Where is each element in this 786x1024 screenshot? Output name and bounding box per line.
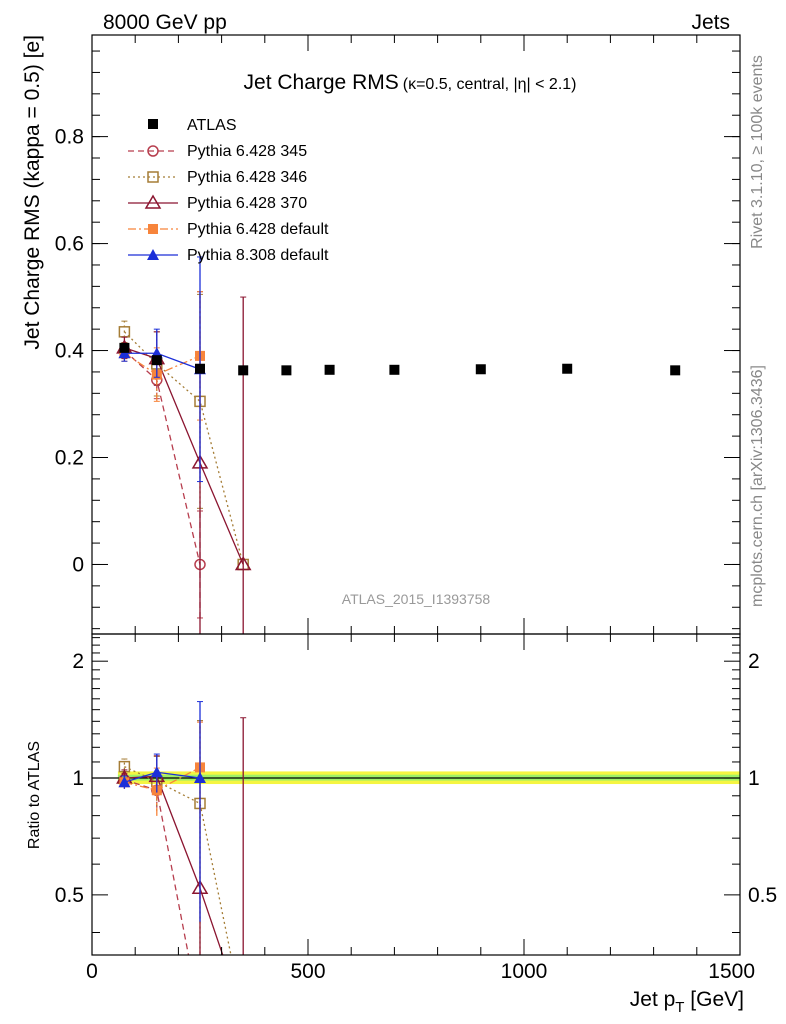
legend: ATLAS Pythia 6.428 345 Pythia 6.428 346 Pyt… [128,117,329,264]
series-point-2 [234,555,252,571]
ratio-point-4 [150,766,163,778]
atlas-point [562,363,573,374]
ratio-ytick-label-right: 0.5 [748,884,777,907]
legend-label-3: Pythia 6.428 default [187,221,329,238]
atlas-point [151,355,162,366]
main-subtitle: (κ=0.5, central, |η| < 2.1) [403,76,577,93]
main-title-group: Jet Charge RMS (κ=0.5, central, |η| < 2.1… [244,71,577,94]
legend-marker-3 [148,224,158,234]
ratio-ytick-label: 0.5 [55,884,84,907]
legend-marker-1 [147,171,159,183]
main-ylabel: Jet Charge RMS (kappa = 0.5) [e] [21,35,44,350]
atlas-point [119,342,130,353]
atlas-point [281,365,292,376]
ratio-xlabel: Jet pT [GeV] [630,988,744,1016]
ratio-xtick-label: 1000 [501,960,548,983]
ratio-ytick-label-right: 2 [748,650,760,673]
ratio-frame [91,633,741,956]
ratio-point-4 [194,772,206,784]
legend-label-1: Pythia 6.428 346 [187,169,307,186]
ratio-ytick-label: 2 [72,650,84,673]
legend-marker-0 [147,145,159,157]
atlas-point [195,363,205,374]
rivet-label: Rivet 3.1.10, ≥ 100k events [749,55,766,249]
series-line-0 [123,350,201,565]
atlas-point [475,364,486,375]
header-left: 8000 GeV pp [103,11,227,34]
ratio-xtick-label: 1500 [708,960,755,983]
atlas-point [324,364,335,375]
mcplots-label: mcplots.cern.ch [arXiv:1306.3436] [749,365,766,607]
legend-label-4: Pythia 8.308 default [187,247,329,264]
ratio-ylabel: Ratio to ATLAS [26,741,43,849]
atlas-point [389,364,400,375]
analysis-watermark: ATLAS_2015_I1393758 [342,591,491,607]
main-data [116,256,681,634]
legend-marker-4 [147,249,159,260]
series-line-2 [124,347,244,565]
main-ytick-label: 0.6 [55,233,84,256]
main-title: Jet Charge RMS [244,71,399,94]
main-ytick-label: 0.8 [55,126,84,149]
main-plot: 0 0.2 0.4 0.6 0.8 [55,34,741,635]
ratio-data [92,701,740,955]
ratio-line-0 [124,779,190,955]
ratio-line-2 [124,775,224,955]
atlas-point [670,365,681,376]
ratio-ytick-label: 1 [72,767,84,790]
legend-label-2: Pythia 6.428 370 [187,195,307,212]
ratio-xtick-label: 0 [86,960,98,983]
ratio-plot: 0.5 0.5 1 1 2 2 0 500 1000 1500 [55,633,777,983]
main-ytick-label: 0.4 [55,340,85,363]
ratio-ytick-label-right: 1 [748,767,760,790]
series-point-1 [118,326,131,338]
ratio-xtick-label: 500 [290,960,325,983]
ratio-point-4 [118,776,131,788]
ratio-line-1 [124,766,232,955]
header-right: Jets [691,11,730,34]
legend-label-atlas: ATLAS [187,117,237,134]
legend-marker-atlas [148,119,158,129]
legend-label-0: Pythia 6.428 345 [187,143,307,160]
legend-marker-2 [144,194,162,209]
main-ytick-label: 0 [72,553,84,576]
main-ytick-label: 0.2 [55,447,84,470]
atlas-point [238,365,249,376]
